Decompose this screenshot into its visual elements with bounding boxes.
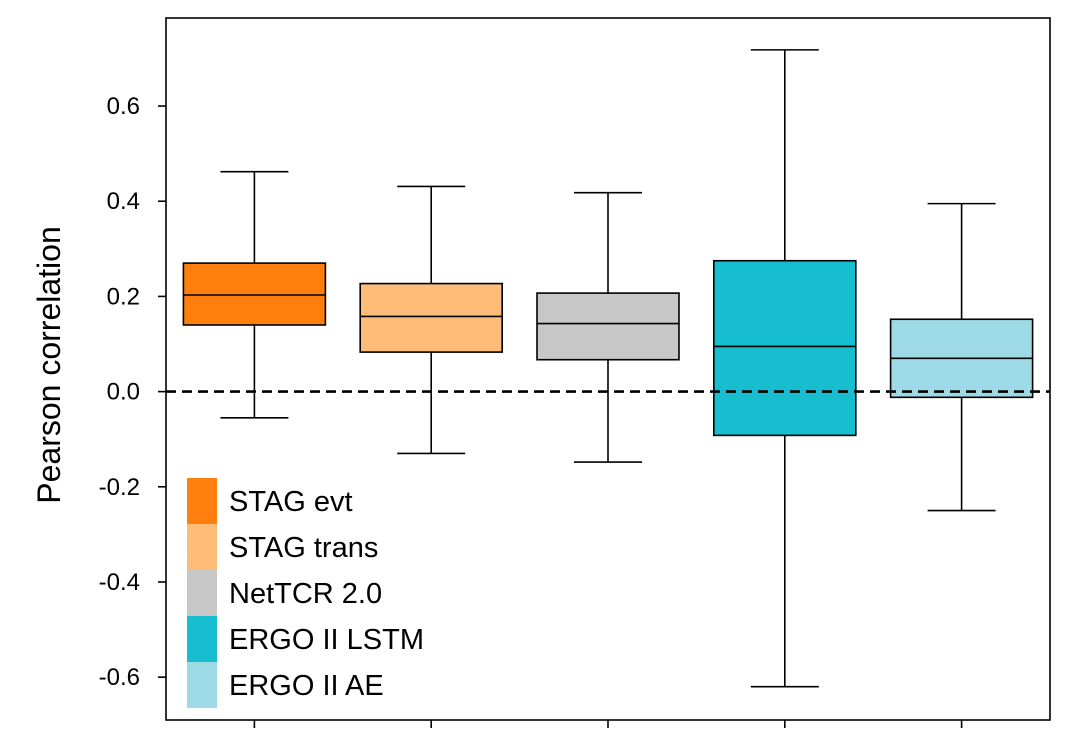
legend-label: STAG evt: [229, 486, 353, 518]
box-ergo-ii-ae: [889, 202, 1034, 512]
legend: STAG evt STAG trans NetTCR 2.0 ERGO II LSTM…: [187, 478, 424, 708]
y-tick-label: 0.4: [107, 188, 140, 215]
box-ergo-ii-lstm: [712, 49, 857, 688]
legend-label: STAG trans: [229, 532, 378, 564]
box-iqr: [712, 259, 857, 437]
y-axis-title: Pearson correlation: [31, 226, 67, 503]
y-tick-label: 0.0: [107, 379, 140, 406]
box-stag-trans: [359, 185, 504, 455]
box-iqr: [182, 262, 327, 326]
legend-swatch: [187, 616, 217, 662]
y-tick-label: 0.2: [107, 283, 140, 310]
box-stag-evt: [182, 170, 327, 419]
plot-area: [165, 17, 1051, 728]
y-tick-label: 0.6: [107, 93, 140, 120]
y-tick-label: -0.4: [99, 569, 140, 596]
legend-swatch: [187, 570, 217, 616]
legend-swatch: [187, 662, 217, 708]
legend-swatch: [187, 478, 217, 524]
y-axis: 0.6 0.4 0.2 0.0 -0.2 -0.4 -0.6: [99, 93, 166, 691]
box-iqr: [359, 282, 504, 353]
y-tick-label: -0.2: [99, 474, 140, 501]
legend-label: NetTCR 2.0: [229, 578, 382, 610]
legend-label: ERGO II LSTM: [229, 624, 424, 656]
box-nettcr-2-0: [536, 191, 680, 463]
legend-label: ERGO II AE: [229, 670, 384, 702]
y-tick-label: -0.6: [99, 664, 140, 691]
box-iqr: [536, 292, 680, 361]
legend-swatch: [187, 524, 217, 570]
